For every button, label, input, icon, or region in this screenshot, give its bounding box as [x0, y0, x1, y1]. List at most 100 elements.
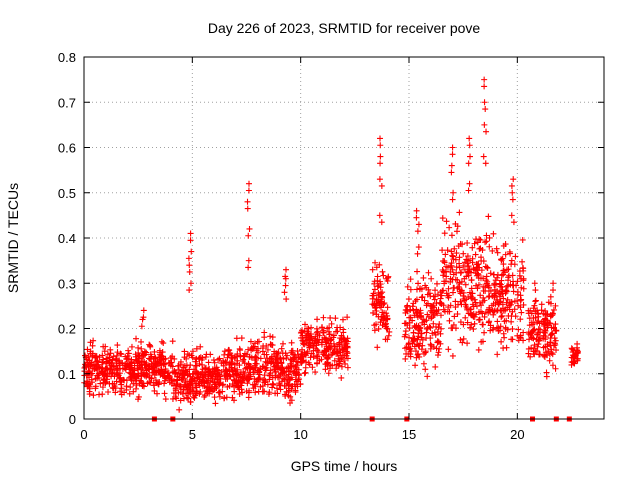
data-point [326, 365, 333, 372]
data-point [414, 308, 421, 315]
data-point [332, 343, 339, 350]
data-point [464, 319, 471, 326]
data-point [164, 375, 171, 382]
data-point [406, 325, 413, 332]
data-point [504, 296, 511, 303]
data-point [550, 280, 557, 287]
data-point [502, 325, 509, 332]
data-point [282, 282, 289, 289]
data-point [405, 296, 412, 303]
data-point [295, 376, 302, 383]
data-point [128, 359, 135, 366]
data-point [212, 379, 219, 386]
data-point [407, 351, 414, 358]
data-point [485, 213, 492, 220]
data-point [491, 307, 498, 314]
x-tick-label: 10 [293, 427, 307, 442]
data-point [570, 358, 577, 365]
data-point [98, 368, 105, 375]
data-point [550, 287, 557, 294]
data-point [111, 370, 118, 377]
data-point [499, 312, 506, 319]
data-point [277, 354, 284, 361]
data-point [574, 340, 581, 347]
data-point [279, 350, 286, 357]
data-point [514, 288, 521, 295]
data-point [272, 390, 279, 397]
data-point [463, 273, 470, 280]
data-point [264, 381, 271, 388]
data-point [245, 346, 252, 353]
data-point [506, 248, 513, 255]
data-point [95, 361, 102, 368]
data-point [519, 258, 526, 265]
data-point [430, 302, 437, 309]
data-point [158, 338, 165, 345]
data-point [505, 272, 512, 279]
data-point [322, 366, 329, 373]
data-point [231, 397, 238, 404]
data-point [117, 374, 124, 381]
data-point [185, 255, 192, 262]
data-point [108, 361, 115, 368]
data-point [542, 349, 549, 356]
data-point [414, 250, 421, 257]
data-point [217, 380, 224, 387]
data-point [157, 362, 164, 369]
data-point [452, 304, 459, 311]
data-point [486, 243, 493, 250]
data-point [104, 367, 111, 374]
data-point [467, 311, 474, 318]
data-point [224, 354, 231, 361]
data-point [81, 368, 88, 375]
data-point [449, 352, 456, 359]
data-point [205, 366, 212, 373]
data-point [496, 327, 503, 334]
data-point [454, 276, 461, 283]
data-point [88, 376, 95, 383]
data-point [229, 355, 236, 362]
data-point [482, 239, 489, 246]
data-point [337, 349, 344, 356]
data-point [222, 358, 229, 365]
data-point [519, 236, 526, 243]
data-point [172, 369, 179, 376]
data-point [549, 362, 556, 369]
data-point [322, 338, 329, 345]
data-point [493, 325, 500, 332]
data-point [540, 332, 547, 339]
data-point [500, 267, 507, 274]
data-point [261, 334, 268, 341]
data-point [534, 343, 541, 350]
data-point [242, 365, 249, 372]
data-point [330, 349, 337, 356]
data-point [455, 243, 462, 250]
data-point [378, 300, 385, 307]
data-point [422, 282, 429, 289]
data-point [373, 308, 380, 315]
data-point [305, 359, 312, 366]
data-point [127, 360, 134, 367]
data-point [436, 321, 443, 328]
data-point [571, 352, 578, 359]
data-point [470, 326, 477, 333]
x-tick-label: 20 [510, 427, 524, 442]
data-point [482, 160, 489, 167]
data-point [101, 372, 108, 379]
data-point [246, 353, 253, 360]
data-point [430, 344, 437, 351]
data-point [515, 326, 522, 333]
data-point [244, 380, 251, 387]
data-point [437, 330, 444, 337]
data-point [239, 379, 246, 386]
data-point [406, 319, 413, 326]
data-point [171, 367, 178, 374]
data-point [464, 253, 471, 260]
data-point [491, 292, 498, 299]
data-point [377, 160, 384, 167]
data-point [414, 228, 421, 235]
data-point [322, 361, 329, 368]
data-point [407, 286, 414, 293]
data-point [415, 244, 422, 251]
data-point [486, 292, 493, 299]
